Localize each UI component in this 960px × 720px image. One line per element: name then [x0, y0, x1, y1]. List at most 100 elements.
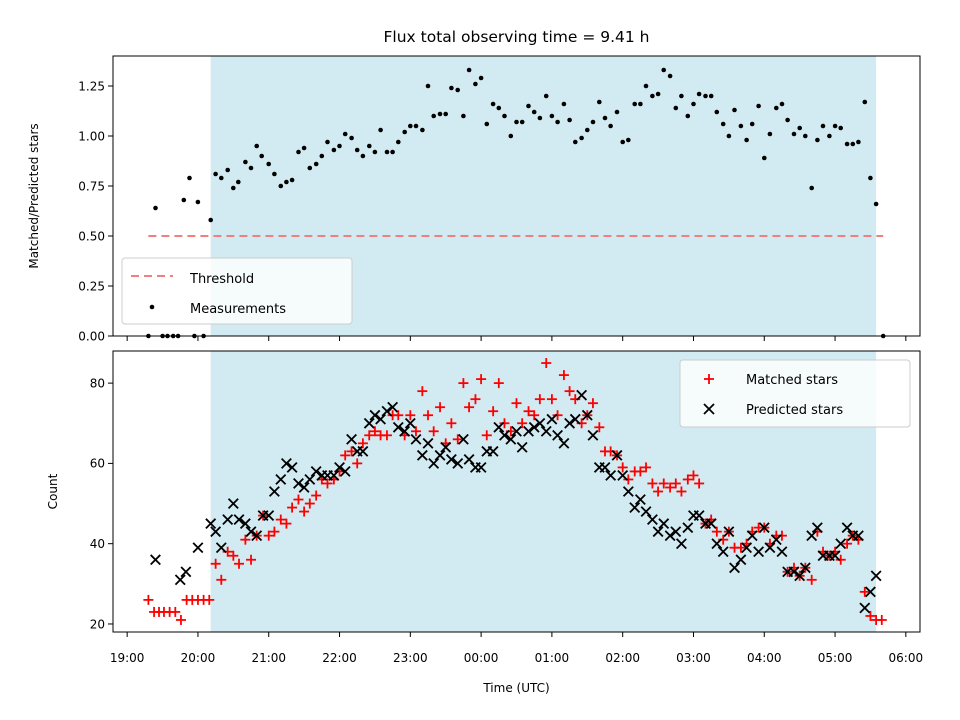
- predicted-star-point: [741, 542, 753, 554]
- measurement-point: [827, 133, 832, 139]
- matched-star-point: [340, 450, 351, 461]
- predicted-star-point: [841, 522, 853, 534]
- predicted-star-point: [770, 534, 782, 546]
- x-stroke: [676, 538, 687, 550]
- measurement-point: [420, 127, 425, 133]
- y-axis-ticks: 20 40 60 80: [90, 376, 113, 631]
- measurement-point: [779, 101, 785, 107]
- measurement-point: [490, 101, 496, 107]
- predicted-star-point: [275, 474, 287, 485]
- measurement-point: [685, 113, 691, 119]
- matched-star-point: [170, 606, 181, 617]
- measurement-point: [349, 135, 354, 141]
- x-stroke: [475, 461, 487, 473]
- matched-star-point: [876, 614, 887, 625]
- x-stroke: [788, 566, 800, 578]
- predicted-star-point: [569, 413, 581, 425]
- matched-star-point: [534, 394, 545, 405]
- matched-star-point: [435, 402, 446, 413]
- measurement-point: [714, 109, 720, 115]
- measurement-point: [331, 147, 337, 153]
- measurement-point: [567, 117, 572, 123]
- predicted-star-point: [251, 530, 263, 542]
- x-stroke: [516, 441, 528, 453]
- x-stroke: [558, 437, 570, 449]
- measurement-point: [390, 149, 395, 155]
- matched-star-markers: [143, 358, 887, 625]
- predicted-star-point: [298, 482, 310, 493]
- x-stroke: [758, 522, 770, 534]
- matched-star-point: [552, 410, 563, 421]
- x-stroke: [387, 401, 399, 413]
- x-stroke: [735, 554, 747, 566]
- predicted-star-point: [404, 417, 416, 429]
- measurement-point: [531, 109, 537, 115]
- predicted-star-point: [375, 413, 387, 425]
- y-tick-label: 80: [90, 376, 105, 390]
- measurement-point: [820, 123, 826, 129]
- measurement-point: [844, 141, 850, 147]
- measurement-point: [313, 161, 319, 167]
- x-stroke: [764, 542, 776, 554]
- measurement-point: [561, 101, 567, 107]
- matched-star-point: [658, 478, 669, 489]
- predicted-star-point: [222, 514, 234, 526]
- measurement-point: [703, 93, 708, 99]
- x-stroke: [540, 425, 552, 437]
- matched-star-point: [488, 406, 499, 417]
- predicted-star-point: [505, 433, 517, 445]
- legend-matched-label: Matched stars: [746, 373, 838, 388]
- measurement-point: [443, 111, 449, 117]
- x-stroke: [746, 530, 758, 542]
- measurement-point: [296, 149, 301, 155]
- measurement-point: [508, 133, 514, 139]
- x-stroke: [275, 474, 287, 485]
- measurement-point: [797, 125, 802, 131]
- measurement-point: [413, 123, 419, 129]
- x-stroke: [298, 482, 310, 493]
- predicted-star-point: [629, 502, 641, 513]
- predicted-star-markers: [150, 389, 882, 614]
- matched-star-point: [835, 554, 846, 565]
- x-stroke: [611, 449, 623, 461]
- matched-star-point: [446, 418, 457, 429]
- matched-star-point: [357, 438, 368, 449]
- x-stroke: [806, 530, 818, 542]
- predicted-star-point: [392, 421, 404, 433]
- x-stroke: [150, 554, 161, 566]
- measurement-point: [325, 139, 330, 145]
- matched-star-point: [228, 550, 239, 561]
- measurement-point: [626, 137, 631, 143]
- predicted-star-point: [457, 433, 469, 445]
- y-axis-label: Matched/Predicted stars: [27, 123, 41, 268]
- measurement-point: [455, 87, 461, 93]
- predicted-star-point: [304, 474, 316, 485]
- matched-star-point: [234, 558, 245, 569]
- x-tick-label: 01:00: [535, 651, 570, 665]
- ratio-plot-frame: [112, 55, 921, 337]
- x-stroke: [215, 542, 227, 554]
- predicted-star-point: [499, 429, 510, 441]
- x-stroke: [445, 453, 457, 465]
- matched-star-point: [682, 474, 693, 485]
- matched-star-point: [541, 358, 552, 369]
- measurement-point: [720, 121, 726, 127]
- predicted-star-point: [705, 518, 717, 530]
- predicted-star-point: [652, 526, 664, 538]
- matched-star-point: [594, 422, 605, 433]
- matched-star-point: [246, 554, 257, 565]
- legend-predicted-swatch: [703, 403, 715, 415]
- y-tick-label: 1.00: [78, 129, 105, 143]
- matched-star-point: [204, 594, 215, 605]
- matched-star-point: [311, 490, 322, 501]
- predicted-star-point: [280, 457, 292, 469]
- predicted-star-point: [381, 405, 393, 417]
- matched-star-point: [776, 530, 787, 541]
- measurement-point: [638, 101, 643, 107]
- legend: Threshold Measurements: [121, 257, 353, 325]
- x-stroke: [634, 494, 646, 505]
- x-stroke: [564, 417, 576, 429]
- predicted-star-point: [445, 453, 457, 465]
- matched-star-point: [587, 398, 598, 409]
- legend-predicted-label: Predicted stars: [746, 403, 843, 418]
